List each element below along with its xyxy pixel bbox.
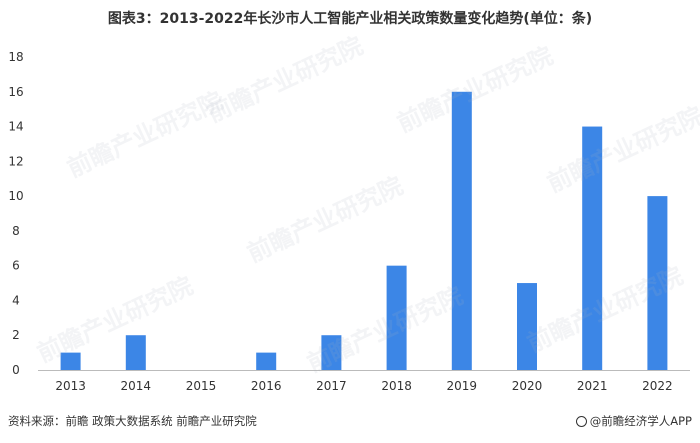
x-tick-label: 2020: [512, 379, 543, 393]
x-tick-label: 2019: [447, 379, 478, 393]
bar-2021: [582, 126, 603, 370]
bar-2016: [256, 352, 277, 370]
y-tick-label: 14: [8, 120, 23, 134]
brand-credit: @前瞻经济学人APP: [575, 413, 692, 429]
y-tick-label: 16: [8, 85, 23, 99]
brand-logo-icon: [575, 416, 587, 427]
x-tick-label: 2015: [186, 379, 217, 393]
x-tick-label: 2013: [55, 379, 86, 393]
bar-2019: [451, 91, 472, 371]
y-tick-label: 8: [12, 224, 20, 238]
x-tick-label: 2021: [577, 379, 608, 393]
y-tick-label: 12: [8, 154, 23, 168]
bar-2020: [517, 283, 537, 370]
bar-2013: [60, 352, 81, 370]
bar-2014: [125, 335, 146, 370]
x-tick-label: 2016: [251, 379, 282, 393]
y-tick-label: 0: [12, 363, 20, 377]
y-tick-label: 18: [8, 50, 23, 64]
y-tick-label: 2: [12, 328, 20, 342]
chart-title: 图表3：2013-2022年长沙市人工智能产业相关政策数量变化趋势(单位：条): [107, 11, 593, 27]
y-tick-label: 4: [12, 293, 20, 307]
brand-label: @前瞻经济学人APP: [589, 414, 692, 428]
y-tick-label: 10: [8, 189, 23, 203]
source-note: 资料来源：前瞻 政策大数据系统 前瞻产业研究院: [8, 414, 257, 428]
bar-2018: [386, 265, 407, 370]
x-tick-label: 2022: [642, 379, 673, 393]
bar-2022: [647, 196, 668, 370]
x-tick-label: 2018: [381, 379, 412, 393]
y-tick-label: 6: [12, 259, 20, 273]
bar-2017: [321, 335, 342, 370]
x-tick-label: 2017: [316, 379, 347, 393]
x-tick-label: 2014: [121, 379, 152, 393]
